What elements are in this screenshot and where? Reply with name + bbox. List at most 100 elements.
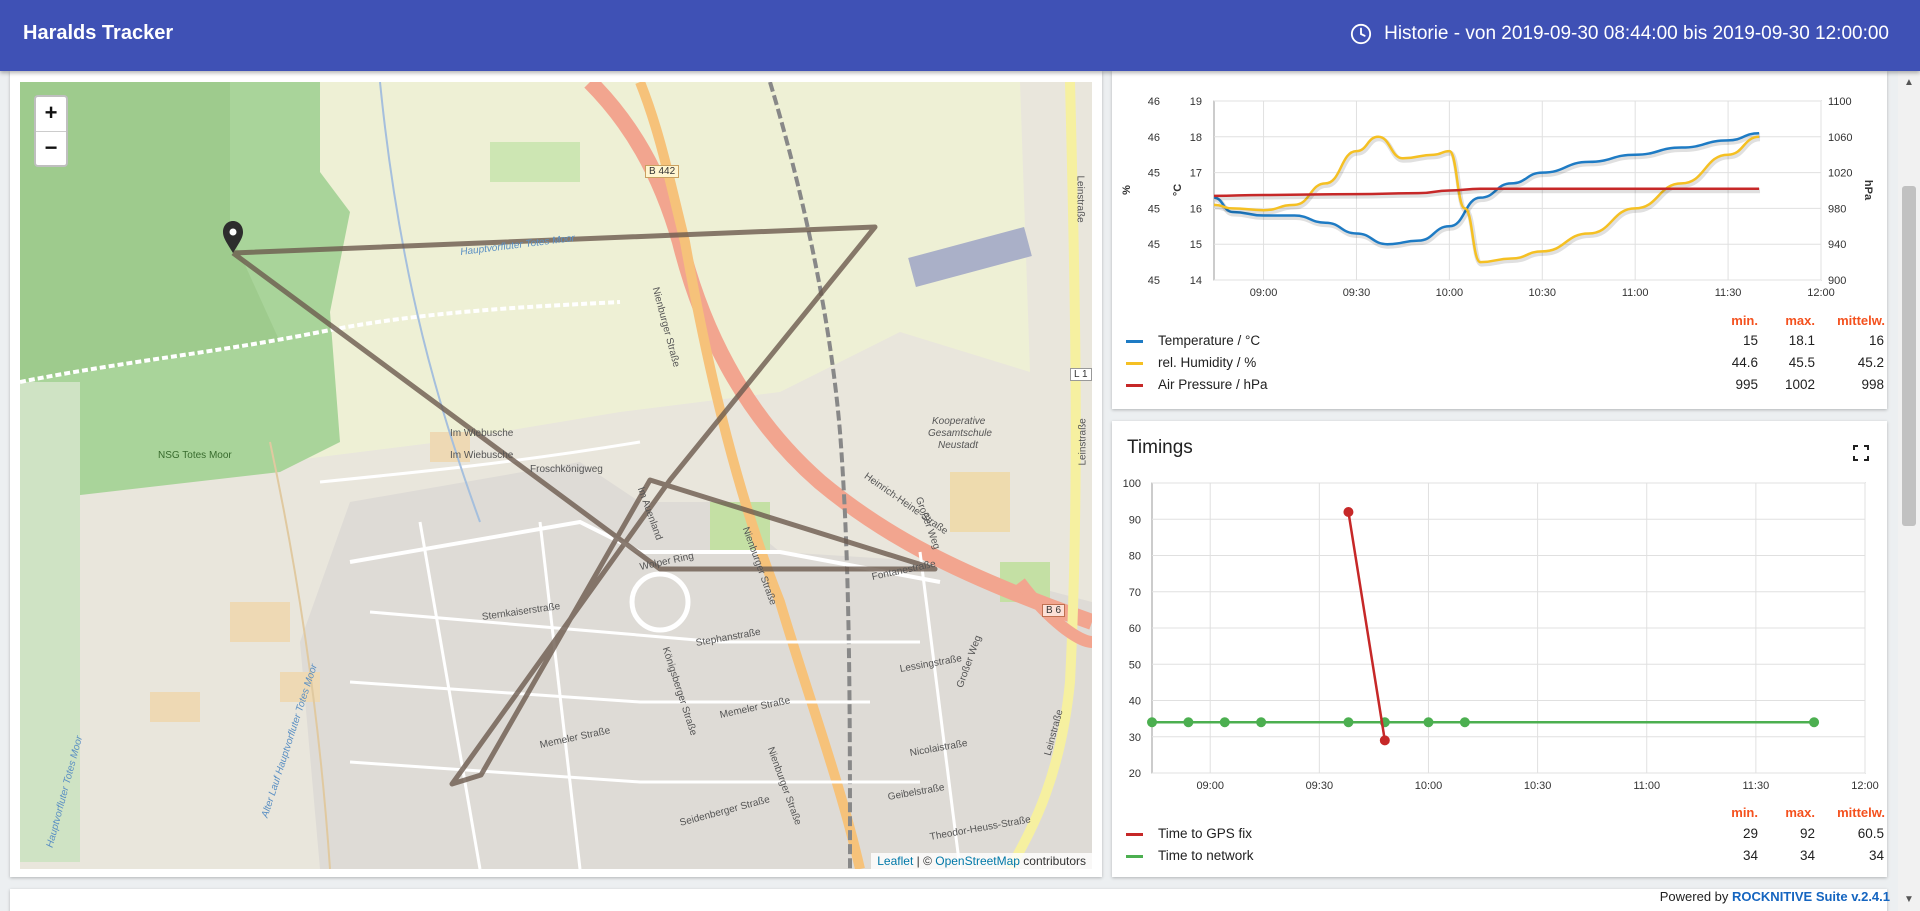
tick-label-time: 09:00	[1196, 780, 1224, 792]
tick-label-pressure: 1060	[1828, 132, 1852, 144]
powered-by: Powered by ROCKNITIVE Suite v.2.4.1	[1659, 889, 1890, 904]
tick-label-humidity: 46	[1148, 96, 1160, 108]
leaflet-link[interactable]: Leaflet	[877, 854, 914, 868]
map-label-wiebusche-2: Im Wiebusche	[450, 450, 514, 461]
timings-header-avg: mittelw.	[1837, 805, 1885, 820]
tick-label-y: 50	[1129, 659, 1141, 671]
timings-card: Timings 20 30 40 50 60 70 80 90 100 09:00 09:30 10:…	[1112, 421, 1887, 877]
tick-label-time: 10:00	[1436, 287, 1464, 299]
data-point[interactable]	[1423, 717, 1434, 728]
tick-label-y: 80	[1129, 551, 1141, 563]
axis-label-percent: %	[1121, 185, 1133, 195]
timings-legend-row[interactable]: Time to GPS fix 29 92 60.5	[1126, 824, 1884, 846]
legend-avg: 60.5	[1857, 826, 1884, 841]
axis-label-celsius: °C	[1172, 184, 1184, 196]
legend-min: 44.6	[1731, 355, 1758, 370]
sensor-legend-row[interactable]: Air Pressure / hPa 995 1002 998	[1126, 375, 1884, 397]
sensor-legend-row[interactable]: rel. Humidity / % 44.6 45.5 45.2	[1126, 353, 1884, 375]
data-point[interactable]	[1219, 717, 1230, 728]
data-point[interactable]	[1343, 507, 1354, 517]
legend-avg: 34	[1868, 848, 1884, 863]
map-label-wiebusche-1: Im Wiebusche	[450, 428, 514, 439]
tick-label-temperature: 17	[1190, 168, 1202, 180]
tick-label-humidity: 45	[1148, 275, 1160, 287]
series-line[interactable]	[1213, 135, 1760, 264]
tick-label-y: 90	[1129, 514, 1141, 526]
scroll-up-icon[interactable]: ▲	[1904, 77, 1914, 88]
tick-label-time: 11:00	[1633, 780, 1660, 792]
legend-swatch	[1126, 855, 1143, 858]
tick-label-temperature: 16	[1190, 203, 1202, 215]
axis-label-hpa: hPa	[1862, 180, 1874, 201]
tick-label-time: 09:30	[1343, 287, 1371, 299]
app-bar: Haralds Tracker Historie - von 2019-09-3…	[0, 0, 1920, 71]
legend-min: 995	[1735, 377, 1758, 392]
attribution-sep: | ©	[913, 854, 936, 868]
tick-label-pressure: 1020	[1828, 168, 1852, 180]
legend-swatch	[1126, 384, 1143, 387]
data-point[interactable]	[1343, 717, 1354, 728]
header-max: max.	[1785, 313, 1815, 328]
zoom-in-button[interactable]: +	[44, 100, 58, 125]
scrollbar-thumb[interactable]	[1902, 186, 1916, 526]
series-shadow	[1214, 136, 1761, 267]
data-point[interactable]	[1809, 717, 1820, 728]
scroll-down-icon[interactable]: ▼	[1904, 894, 1914, 905]
tick-label-humidity: 45	[1148, 203, 1160, 215]
header-min: min.	[1731, 313, 1758, 328]
data-point[interactable]	[1459, 717, 1470, 728]
legend-max: 45.5	[1788, 355, 1815, 370]
legend-max: 1002	[1784, 377, 1815, 392]
map-label-nsg: NSG Totes Moor	[158, 450, 232, 461]
timings-title: Timings	[1127, 437, 1193, 458]
tick-label-time: 11:00	[1622, 287, 1649, 299]
legend-swatch	[1126, 340, 1143, 343]
tick-label-time: 09:30	[1306, 780, 1334, 792]
tick-label-y: 100	[1123, 478, 1141, 490]
tick-label-pressure: 900	[1828, 275, 1846, 287]
tick-label-humidity: 45	[1148, 168, 1160, 180]
zoom-out-button[interactable]: −	[36, 131, 66, 165]
map-label-neustadt: Neustadt	[938, 440, 979, 451]
sensor-card: 14 45 15 45 16 45 17 45 18 46 19 46 900 940 980 1020 106…	[1112, 71, 1887, 409]
tick-label-temperature: 18	[1190, 132, 1202, 144]
osm-link[interactable]: OpenStreetMap	[935, 854, 1020, 868]
map-label-kooperative: Kooperative	[932, 416, 986, 427]
header-avg: mittelw.	[1837, 313, 1885, 328]
map-label-froschkoenigweg: Froschkönigweg	[530, 464, 603, 475]
series-line[interactable]	[1213, 187, 1760, 198]
tick-label-y: 30	[1129, 732, 1141, 744]
sensor-legend-row[interactable]: Temperature / °C 15 18.1 16	[1126, 331, 1884, 353]
tick-label-time: 12:00	[1807, 287, 1835, 299]
legend-min: 29	[1742, 826, 1758, 841]
timings-legend-row[interactable]: Time to network 34 34 34	[1126, 846, 1884, 868]
map[interactable]: B 442 Hauptvorfluter Totes Moor Nienburg…	[20, 82, 1092, 869]
map-label-leinstrasse-2: Leinstraße	[1077, 418, 1089, 466]
data-point[interactable]	[1147, 717, 1157, 728]
map-label-b442: B 442	[645, 165, 680, 178]
tick-label-time: 09:00	[1250, 287, 1278, 299]
data-point[interactable]	[1256, 717, 1267, 728]
suite-link[interactable]: ROCKNITIVE Suite v.2.4.1	[1732, 889, 1890, 904]
legend-max: 18.1	[1788, 333, 1815, 348]
timings-chart: 20 30 40 50 60 70 80 90 100 09:00 09:30 10:00 10:30 1…	[1123, 478, 1879, 792]
data-point[interactable]	[1183, 717, 1194, 728]
tick-label-time: 12:00	[1851, 780, 1879, 792]
tick-label-time: 10:30	[1529, 287, 1557, 299]
legend-name: Time to GPS fix	[1158, 826, 1253, 841]
bottom-card	[10, 889, 1887, 911]
timings-header-max: max.	[1785, 805, 1815, 820]
tick-label-humidity: 46	[1148, 132, 1160, 144]
data-point[interactable]	[1379, 735, 1390, 746]
tick-label-time: 11:30	[1715, 287, 1742, 299]
series-line[interactable]	[1347, 511, 1387, 741]
history-range[interactable]: Historie - von 2019-09-30 08:44:00 bis 2…	[1350, 23, 1889, 45]
series-shadow	[1214, 188, 1761, 201]
legend-name: Air Pressure / hPa	[1158, 377, 1268, 392]
series-line[interactable]	[1213, 131, 1760, 246]
map-label-leinstrasse-1: Leinstraße	[1074, 175, 1086, 223]
legend-max: 92	[1799, 826, 1815, 841]
page-scrollbar[interactable]: ▲ ▼	[1898, 71, 1920, 911]
fullscreen-icon[interactable]	[1853, 445, 1869, 461]
legend-swatch	[1126, 833, 1143, 836]
